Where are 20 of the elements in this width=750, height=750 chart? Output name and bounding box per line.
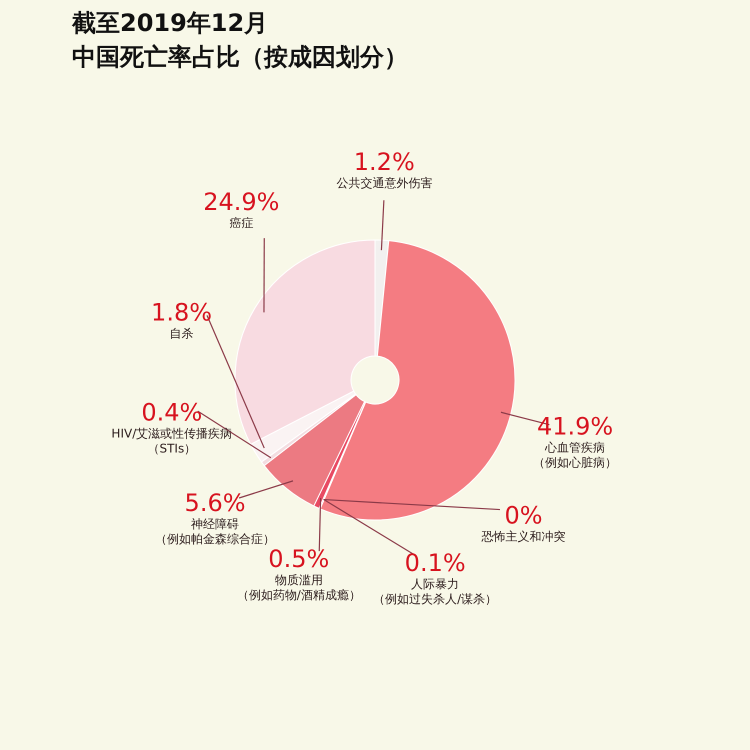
slice-label: 心血管疾病（例如心脏病） (533, 440, 618, 470)
slice-label: 物质滥用（例如药物/酒精成瘾） (236, 572, 361, 602)
text: 0% (504, 501, 543, 530)
data-label: 1.8% (151, 298, 212, 327)
slice-label: 人际暴力（例如过失杀人/谋杀） (373, 577, 498, 606)
chart-subtitle: 中国死亡率占比（按成因划分） (72, 43, 408, 71)
slice-label: 自杀 (170, 326, 194, 341)
data-label: 5.6% (184, 489, 246, 518)
data-label: 41.9% (536, 412, 614, 441)
slice-label: 神经障碍（例如帕金森综合症） (155, 517, 276, 546)
slice-label: HIV/艾滋或性传播疾病（STIs） (111, 426, 232, 456)
chart-title: 截至2019年12月 (71, 9, 268, 37)
category-label: 恐怖主义和冲突 (482, 529, 566, 544)
data-label: 0.1% (404, 549, 466, 578)
data-label: 1.2% (354, 148, 415, 176)
slice-label: 公共交通意外伤害 (336, 176, 432, 190)
slice-label: 癌症 (229, 216, 254, 230)
data-label: 0.4% (141, 398, 202, 427)
data-label: 24.9% (203, 188, 280, 216)
data-label: 0.5% (268, 544, 330, 573)
